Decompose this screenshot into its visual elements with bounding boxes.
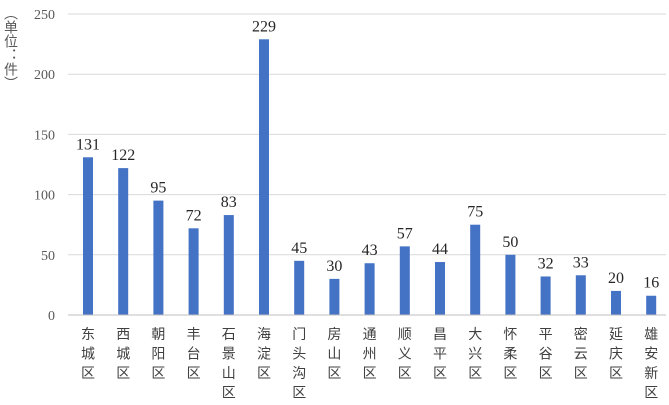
- y-axis-tick-labels: 0 50 100 150 200 250: [34, 8, 55, 324]
- data-label: 32: [538, 255, 554, 272]
- bar: [435, 262, 445, 315]
- x-tick-label: 东城区: [81, 327, 95, 382]
- x-tick-label: 西城区: [116, 327, 130, 382]
- y-axis-title: （单位：件）: [2, 6, 18, 90]
- bars: [83, 39, 657, 316]
- x-tick-label: 昌平区: [433, 327, 447, 382]
- data-label: 95: [150, 180, 166, 197]
- x-tick-label: 怀柔区: [503, 327, 517, 382]
- x-tick-label: 朝阳区: [151, 327, 165, 382]
- data-label: 33: [573, 254, 589, 271]
- data-label: 30: [326, 258, 342, 275]
- bar: [575, 275, 586, 315]
- data-label: 44: [432, 241, 448, 258]
- x-tick-label: 大兴区: [468, 327, 482, 382]
- y-tick-label: 50: [41, 249, 55, 264]
- bar: [188, 228, 199, 315]
- data-label: 83: [221, 194, 237, 211]
- x-tick-label: 密云区: [574, 326, 588, 382]
- bar: [329, 278, 340, 315]
- data-label: 229: [252, 18, 276, 35]
- x-tick-label: 延庆区: [609, 327, 623, 382]
- x-tick-label: 房山区: [327, 327, 341, 382]
- bar: [646, 295, 657, 315]
- gridlines: [68, 13, 666, 256]
- x-tick-label: 通州区: [363, 327, 377, 382]
- bar: [540, 276, 551, 315]
- x-tick-label: 门头沟区: [292, 327, 306, 402]
- data-label: 75: [467, 204, 483, 221]
- x-tick-label: 顺义区: [398, 327, 412, 382]
- bar: [223, 215, 234, 315]
- x-tick-label: 海淀区: [257, 327, 271, 382]
- x-tick-label: 石景山区: [222, 327, 236, 402]
- bar: [294, 260, 305, 315]
- data-labels: 131 122 95 72 83 229 45 30 43 57 44 75 50 32 33 20 16: [76, 18, 659, 291]
- bar: [153, 200, 164, 315]
- data-label: 45: [291, 240, 307, 257]
- x-tick-label: 丰台区: [187, 327, 201, 382]
- data-label: 43: [362, 242, 378, 259]
- y-tick-label: 0: [48, 309, 55, 324]
- bar: [364, 263, 375, 315]
- bar: [399, 246, 410, 315]
- data-label: 57: [397, 225, 413, 242]
- data-label: 20: [608, 270, 624, 287]
- data-label: 16: [643, 275, 659, 292]
- bar: [83, 157, 93, 315]
- bar: [611, 290, 621, 315]
- bar: [470, 224, 481, 315]
- x-tick-label: 平谷区: [539, 327, 553, 382]
- y-tick-label: 100: [34, 189, 55, 204]
- bar: [505, 254, 516, 315]
- x-tick-label: 雄安新区: [644, 327, 658, 402]
- y-tick-label: 200: [34, 68, 55, 83]
- y-tick-label: 250: [34, 8, 55, 23]
- data-label: 50: [502, 234, 518, 251]
- data-label: 131: [76, 136, 100, 153]
- data-label: 72: [186, 207, 202, 224]
- data-label: 122: [111, 147, 135, 164]
- y-tick-label: 150: [34, 128, 55, 143]
- bar: [118, 168, 129, 315]
- bar: [259, 39, 269, 316]
- x-axis-tick-labels: 东城区 西城区 朝阳区 丰台区 石景山区 海淀区 门头沟区 房山区 通州区 顺义区 昌平区 大兴区 怀柔…: [81, 326, 658, 402]
